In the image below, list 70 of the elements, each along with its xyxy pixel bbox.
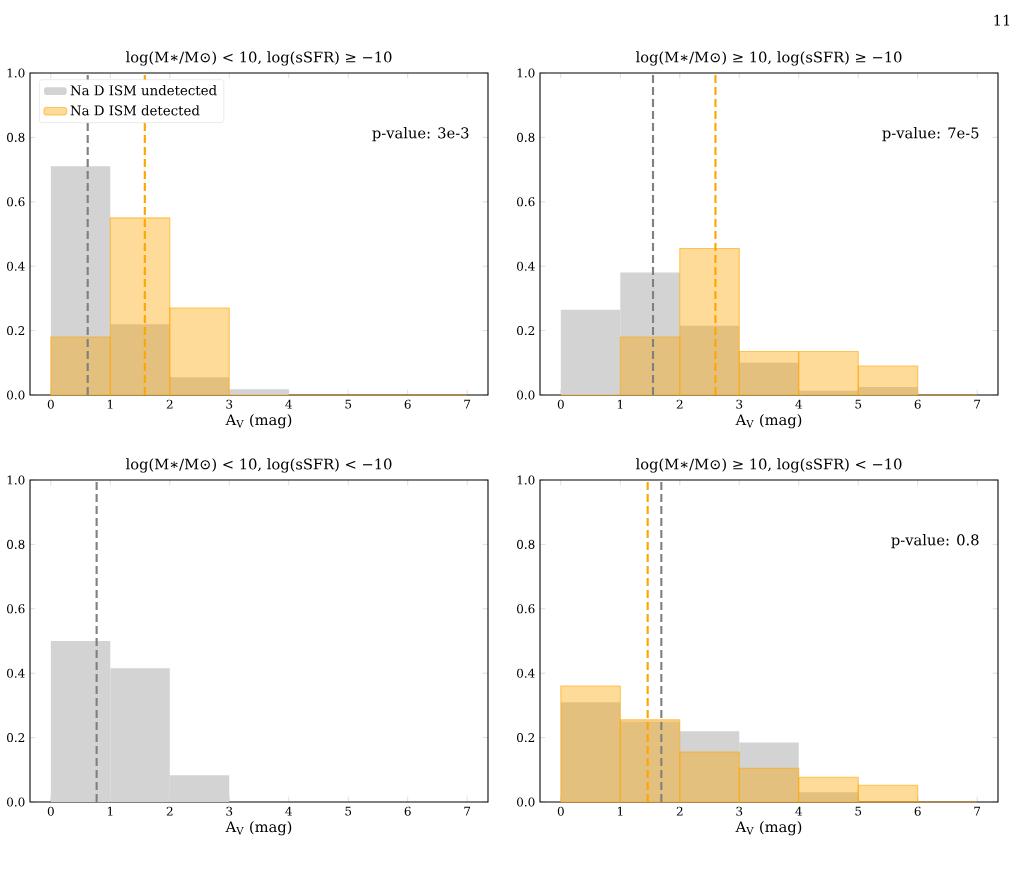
- y-tick-label: 1.0: [7, 68, 25, 78]
- x-tick-label: 2: [166, 399, 173, 409]
- chart-title: log(M∗/M⊙) < 10, log(sSFR) < −10: [125, 458, 392, 473]
- x-tick-label: 3: [226, 806, 233, 816]
- x-tick-label: 7: [974, 806, 981, 816]
- y-tick-label: 0.8: [7, 539, 25, 549]
- x-axis-title: A$_{V}$ (mag): [735, 820, 802, 836]
- x-tick-label: 3: [226, 399, 233, 409]
- x-tick-label: 6: [914, 399, 921, 409]
- x-tick-label: 2: [676, 399, 683, 409]
- y-tick-label: 0.4: [517, 668, 535, 678]
- y-tick-label: 1.0: [7, 475, 25, 485]
- y-tick-label: 1.0: [517, 68, 535, 78]
- y-tick-label: 0.8: [517, 132, 535, 142]
- annotation: p-value: 0.8: [891, 534, 979, 549]
- x-axis-title: A$_{V}$ (mag): [225, 413, 292, 429]
- x-tick-label: 6: [404, 399, 411, 409]
- y-tick-label: 0.6: [7, 604, 25, 614]
- y-tick-label: 0.2: [517, 733, 535, 743]
- x-tick-label: 3: [736, 806, 743, 816]
- chart-title: log(M∗/M⊙) ≥ 10, log(sSFR) ≥ −10: [635, 51, 902, 66]
- y-tick-label: 0.0: [7, 390, 25, 400]
- legend-label: Na D ISM undetected: [70, 85, 217, 96]
- annotation: p-value: 7e-5: [882, 127, 979, 142]
- y-tick-label: 0.6: [7, 197, 25, 207]
- x-tick-label: 6: [404, 806, 411, 816]
- y-tick-label: 0.8: [517, 539, 535, 549]
- x-tick-label: 0: [557, 806, 564, 816]
- x-tick-label: 1: [617, 399, 623, 409]
- y-tick-label: 0.0: [517, 390, 535, 400]
- legend-label: Na D ISM detected: [70, 105, 200, 116]
- annotation: p-value: 3e-3: [372, 127, 469, 142]
- x-tick-label: 5: [855, 399, 862, 409]
- x-tick-label: 7: [464, 806, 471, 816]
- y-tick-label: 0.2: [7, 326, 25, 336]
- y-tick-label: 0.4: [7, 261, 25, 271]
- x-tick-label: 0: [557, 399, 564, 409]
- y-tick-label: 0.4: [7, 668, 25, 678]
- x-tick-label: 7: [464, 399, 471, 409]
- x-tick-label: 5: [345, 399, 352, 409]
- x-tick-label: 0: [47, 399, 54, 409]
- y-tick-label: 0.6: [517, 197, 535, 207]
- x-tick-label: 4: [285, 806, 292, 816]
- x-tick-label: 2: [676, 806, 683, 816]
- x-tick-label: 2: [166, 806, 173, 816]
- y-tick-label: 0.0: [7, 797, 25, 807]
- y-tick-label: 0.0: [517, 797, 535, 807]
- y-tick-label: 0.2: [517, 326, 535, 336]
- y-tick-label: 0.8: [7, 132, 25, 142]
- x-axis-title: A$_{V}$ (mag): [225, 820, 292, 836]
- x-tick-label: 1: [107, 399, 113, 409]
- x-tick-label: 1: [107, 806, 113, 816]
- y-tick-label: 0.2: [7, 733, 25, 743]
- x-tick-label: 4: [795, 399, 802, 409]
- y-tick-label: 1.0: [517, 475, 535, 485]
- chart-title: log(M∗/M⊙) < 10, log(sSFR) ≥ −10: [125, 51, 392, 66]
- x-tick-label: 1: [617, 806, 623, 816]
- chart-title: log(M∗/M⊙) ≥ 10, log(sSFR) < −10: [635, 458, 902, 473]
- x-tick-label: 3: [736, 399, 743, 409]
- x-axis-title: A$_{V}$ (mag): [735, 413, 802, 429]
- x-tick-label: 6: [914, 806, 921, 816]
- text: 11: [994, 14, 1010, 26]
- y-tick-label: 0.6: [517, 604, 535, 614]
- x-tick-label: 0: [47, 806, 54, 816]
- x-tick-label: 4: [285, 399, 292, 409]
- x-tick-label: 5: [855, 806, 862, 816]
- x-tick-label: 5: [345, 806, 352, 816]
- y-tick-label: 0.4: [517, 261, 535, 271]
- x-tick-label: 7: [974, 399, 981, 409]
- x-tick-label: 4: [795, 806, 802, 816]
